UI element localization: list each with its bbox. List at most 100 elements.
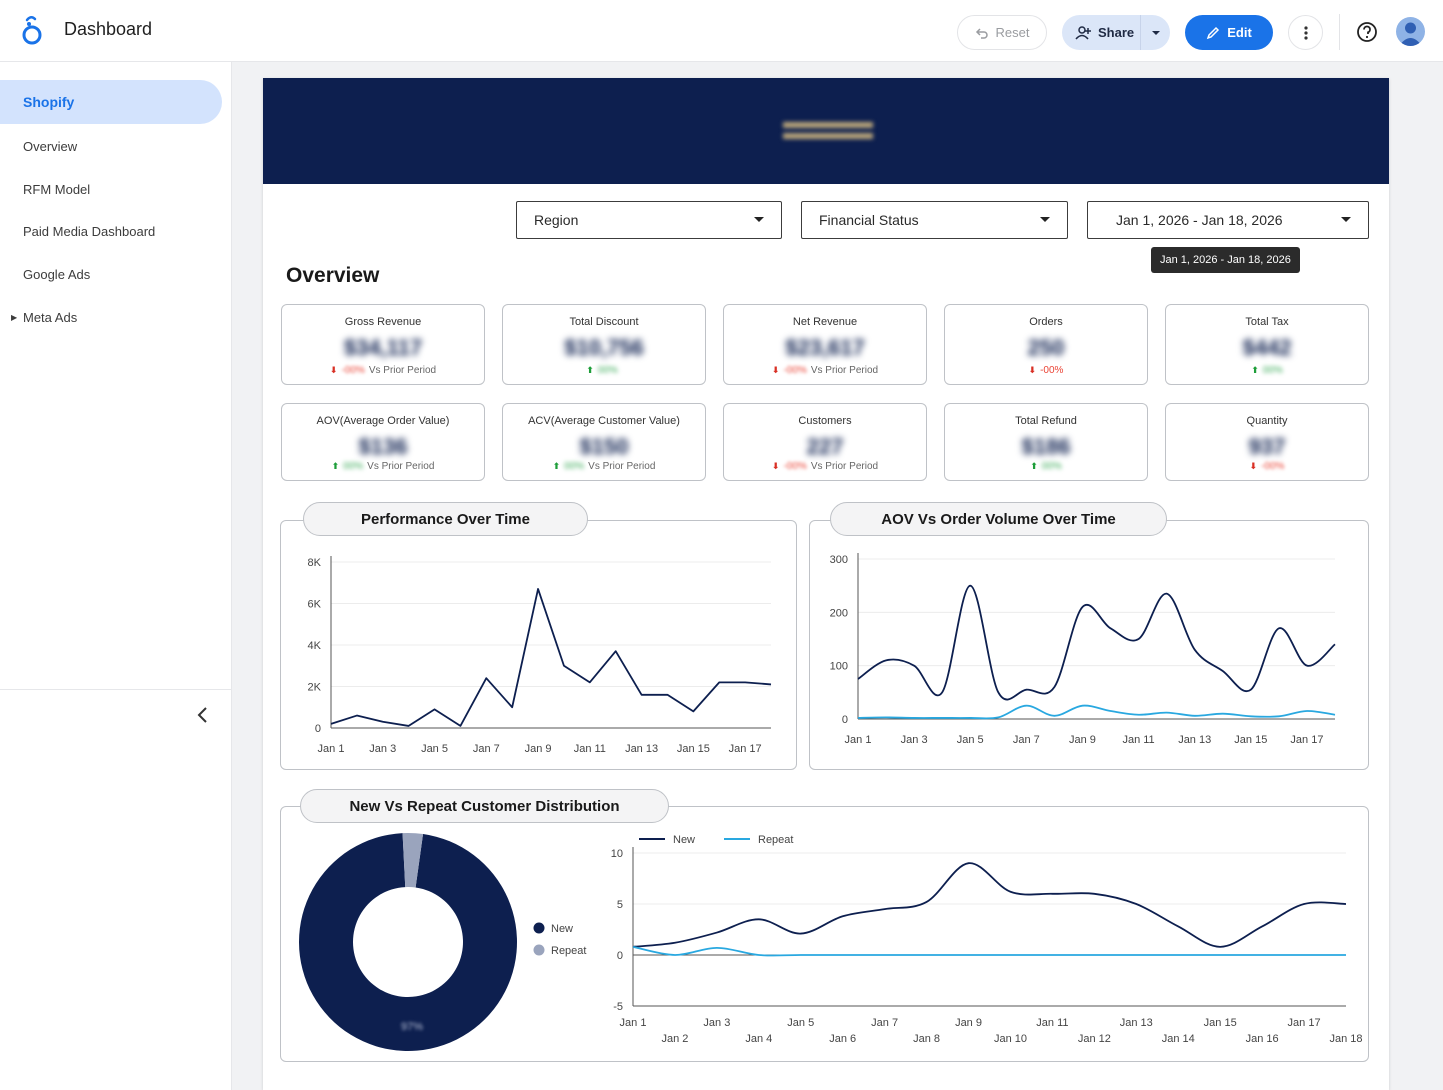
arrow-down-icon: ⬇ [771, 365, 780, 375]
x-tick-label: Jan 17 [1290, 734, 1323, 746]
x-tick-label: Jan 15 [1234, 734, 1267, 746]
x-tick-label: Jan 2 [661, 1033, 688, 1045]
legend-marker-new [533, 922, 545, 934]
sidebar-item-label: Google Ads [23, 266, 91, 282]
kpi-compare-label: Vs Prior Period [810, 365, 879, 376]
legend-label-new: New [551, 923, 573, 935]
legend-marker-repeat [533, 944, 545, 956]
arrow-up-icon: ⬆ [1030, 461, 1038, 471]
sidebar-item-overview[interactable]: Overview [0, 124, 222, 168]
kpi-change: ⬇ -00% Vs Prior Period [724, 365, 926, 376]
series-line-new [632, 862, 1347, 948]
series-line-0 [330, 588, 772, 727]
date-range-picker[interactable]: Jan 1, 2026 - Jan 18, 2026 [1087, 201, 1369, 239]
kpi-card-total-refund: Total Refund $186 ⬆ 00% [944, 403, 1148, 481]
x-tick-label: Jan 16 [1246, 1033, 1279, 1045]
financial-status-filter[interactable]: Financial Status [801, 201, 1068, 239]
report-canvas: Region Financial Status Jan 1, 2026 - Ja… [263, 78, 1389, 1090]
sidebar-item-rfm-model[interactable]: RFM Model [0, 167, 222, 211]
top-bar: Dashboard Reset Share Edit [0, 0, 1443, 62]
aov-order-volume-chart-panel: 0 100 200 300 Jan 1 Jan 3 Jan 5 Jan 7 Jan 9 Jan 1… [809, 520, 1369, 770]
performance-chart-panel: 0 2K 4K 6K 8K Jan 1 Jan 3 Jan 5 Jan 7 Jan 9 Jan 11… [280, 520, 797, 770]
kpi-label: ACV(Average Customer Value) [528, 415, 680, 427]
person-icon [1399, 22, 1422, 46]
kpi-change: ⬆ 00% Vs Prior Period [282, 461, 484, 472]
add-person-icon [1075, 25, 1091, 40]
y-tick-label: 6K [308, 599, 322, 611]
region-filter[interactable]: Region [516, 201, 782, 239]
kpi-value: 937 [1248, 434, 1286, 459]
pie-center-label: 97% [401, 1021, 423, 1033]
overview-title: Overview [286, 264, 380, 287]
reset-button[interactable]: Reset [957, 15, 1047, 50]
x-tick-label: Jan 5 [421, 743, 448, 755]
sidebar-item-label: Meta Ads [23, 309, 78, 325]
help-icon[interactable] [1356, 21, 1378, 43]
y-tick-label: 4K [308, 640, 322, 652]
aov-order-volume-chart-title: AOV Vs Order Volume Over Time [830, 502, 1167, 536]
kpi-label: Orders [1029, 316, 1063, 328]
kpi-change-value: -00% [783, 461, 807, 472]
x-tick-label: Jan 13 [1120, 1017, 1153, 1029]
edit-button[interactable]: Edit [1185, 15, 1273, 50]
x-tick-label: Jan 4 [745, 1033, 772, 1045]
legend-label-new: New [673, 834, 695, 846]
sidebar-item-google-ads[interactable]: Google Ads [0, 252, 222, 296]
sidebar-item-meta-ads[interactable]: ▶ Meta Ads [0, 295, 222, 339]
y-tick-label: -5 [613, 1001, 623, 1013]
sidebar-item-label: Shopify [23, 94, 75, 110]
edit-label: Edit [1227, 25, 1252, 40]
sidebar: Shopify Overview RFM Model Paid Media Da… [0, 62, 232, 1090]
kpi-change: ⬇ -00% Vs Prior Period [282, 365, 484, 376]
collapse-sidebar-icon[interactable] [193, 705, 213, 725]
sidebar-item-paid-media-dashboard[interactable]: Paid Media Dashboard [0, 209, 222, 253]
x-tick-label: Jan 11 [1122, 734, 1154, 746]
kpi-compare-label: Vs Prior Period [367, 461, 435, 472]
x-tick-label: Jan 1 [620, 1017, 647, 1029]
x-tick-label: Jan 15 [1204, 1017, 1237, 1029]
arrow-up-icon: ⬆ [1251, 365, 1259, 375]
account-avatar[interactable] [1396, 17, 1425, 46]
app-title: Dashboard [64, 19, 153, 39]
aov-vs-order-volume-chart: 0 100 200 300 Jan 1 Jan 3 Jan 5 Jan 7 Jan 9 Jan 1… [830, 553, 1336, 746]
dropdown-arrow-icon [754, 217, 764, 222]
y-tick-label: 0 [842, 714, 848, 726]
x-tick-label: Jan 11 [1036, 1017, 1068, 1029]
x-tick-label: Jan 7 [871, 1017, 898, 1029]
undo-icon [975, 27, 988, 39]
x-tick-label: Jan 9 [525, 743, 552, 755]
x-tick-label: Jan 3 [703, 1017, 730, 1029]
x-tick-label: Jan 3 [901, 734, 928, 746]
kpi-card-acv: ACV(Average Customer Value) $150 ⬆ 00% Vs … [502, 403, 706, 481]
arrow-down-icon: ⬇ [329, 365, 338, 375]
kpi-label: AOV(Average Order Value) [316, 415, 450, 427]
kpi-value: 250 [1027, 335, 1065, 360]
expand-arrow-icon[interactable]: ▶ [11, 312, 18, 322]
performance-chart-title: Performance Over Time [303, 502, 588, 536]
share-button[interactable]: Share [1062, 15, 1170, 50]
brand-banner [263, 78, 1389, 184]
y-tick-label: 300 [830, 554, 848, 566]
kpi-value: $136 [358, 434, 408, 459]
kpi-card-orders: Orders 250 ⬇ -00% [944, 304, 1148, 385]
new-vs-repeat-donut-chart: 97% New Repeat [299, 833, 586, 1051]
pencil-icon [1207, 26, 1220, 39]
x-tick-label: Jan 1 [845, 734, 872, 746]
sidebar-item-shopify[interactable]: Shopify [0, 80, 222, 124]
more-options-button[interactable] [1288, 15, 1323, 50]
kpi-value: $23,617 [785, 335, 865, 360]
kpi-change: ⬆ 00% [945, 461, 1147, 472]
date-range-tooltip: Jan 1, 2026 - Jan 18, 2026 [1151, 247, 1300, 273]
legend-label-repeat: Repeat [551, 945, 586, 957]
x-tick-label: Jan 6 [829, 1033, 856, 1045]
x-tick-label: Jan 13 [625, 743, 658, 755]
kpi-card-quantity: Quantity 937 ⬇ -00% [1165, 403, 1369, 481]
x-tick-label: Jan 13 [1178, 734, 1211, 746]
pie-slice-repeat [402, 833, 424, 888]
share-options-dropdown[interactable] [1140, 15, 1170, 50]
arrow-up-icon: ⬆ [586, 365, 594, 375]
kpi-change-value: -00% [341, 365, 365, 376]
region-filter-label: Region [534, 212, 579, 228]
kpi-card-gross-revenue: Gross Revenue $34,117 ⬇ -00% Vs Prior Peri… [281, 304, 485, 385]
share-label: Share [1098, 25, 1135, 40]
